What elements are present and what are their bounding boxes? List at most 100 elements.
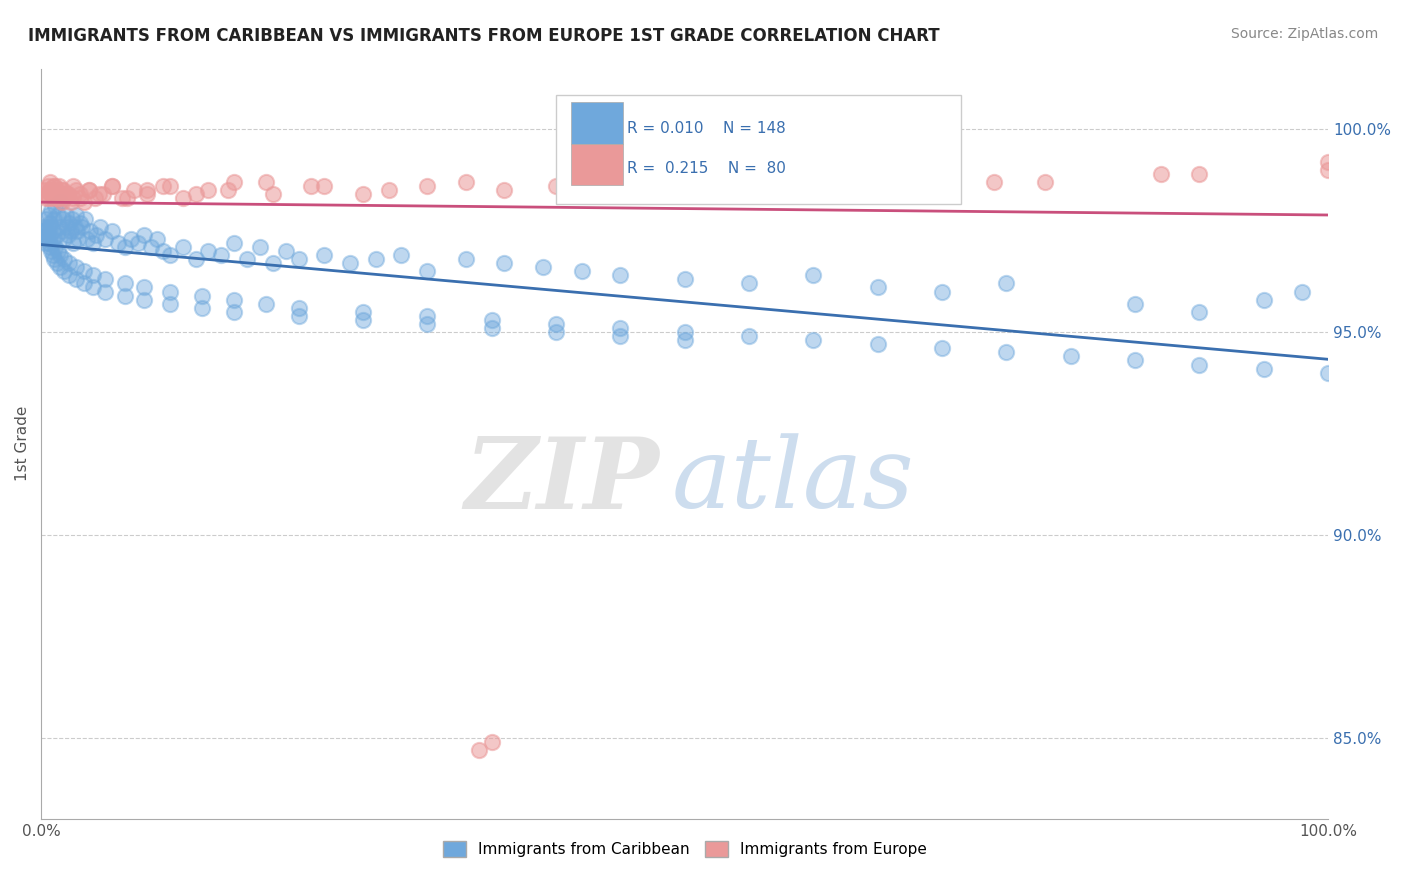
Point xyxy=(89,219,111,234)
Point xyxy=(314,248,336,262)
Point xyxy=(35,191,58,205)
Point xyxy=(114,240,136,254)
Point xyxy=(41,191,63,205)
Point xyxy=(52,183,75,197)
Point xyxy=(416,179,439,194)
Point xyxy=(191,301,214,315)
Point xyxy=(49,187,72,202)
Point xyxy=(44,199,66,213)
Point xyxy=(51,183,73,197)
Point xyxy=(391,248,413,262)
Point xyxy=(352,187,374,202)
Point xyxy=(1123,353,1146,368)
Point xyxy=(49,195,72,210)
Point xyxy=(135,183,157,197)
Point xyxy=(72,219,94,234)
Point xyxy=(146,232,169,246)
Point xyxy=(1317,366,1340,380)
Point xyxy=(87,187,110,202)
Point xyxy=(48,179,70,194)
Point xyxy=(66,224,89,238)
Point xyxy=(101,224,124,238)
Point xyxy=(69,187,91,202)
Y-axis label: 1st Grade: 1st Grade xyxy=(15,406,30,482)
Point xyxy=(45,227,67,242)
Point xyxy=(1188,358,1211,372)
Point xyxy=(1317,162,1340,177)
Point xyxy=(67,232,90,246)
Point xyxy=(58,216,80,230)
Point xyxy=(45,183,67,197)
Point xyxy=(94,232,117,246)
Point xyxy=(609,329,631,343)
Point xyxy=(35,227,58,242)
Point xyxy=(1123,296,1146,310)
Legend: Immigrants from Caribbean, Immigrants from Europe: Immigrants from Caribbean, Immigrants fr… xyxy=(436,836,932,863)
Point xyxy=(53,252,76,266)
Point xyxy=(114,288,136,302)
Point xyxy=(152,244,174,258)
Point xyxy=(224,305,246,319)
Point xyxy=(648,183,671,197)
Point xyxy=(41,224,63,238)
Point xyxy=(82,268,104,283)
Point xyxy=(34,224,56,238)
Point xyxy=(34,235,56,250)
Point xyxy=(416,309,439,323)
Point xyxy=(38,183,60,197)
Point xyxy=(39,216,62,230)
Point xyxy=(48,219,70,234)
Point xyxy=(32,219,55,234)
Point xyxy=(41,187,63,202)
Point xyxy=(172,240,194,254)
Point xyxy=(609,321,631,335)
Text: atlas: atlas xyxy=(672,434,914,529)
Point xyxy=(53,232,76,246)
Point xyxy=(56,219,79,234)
Point xyxy=(673,325,696,339)
Point xyxy=(184,252,207,266)
Point xyxy=(117,191,139,205)
Point xyxy=(152,179,174,194)
Point xyxy=(494,256,516,270)
Point xyxy=(111,191,134,205)
Point xyxy=(159,296,181,310)
Point xyxy=(41,232,63,246)
Point xyxy=(65,207,87,221)
Point xyxy=(801,268,824,283)
Point xyxy=(79,224,101,238)
Point xyxy=(249,240,271,254)
Point xyxy=(37,179,59,194)
Point xyxy=(76,232,98,246)
Point xyxy=(65,260,87,275)
Point xyxy=(454,175,477,189)
Point xyxy=(62,235,84,250)
Point xyxy=(46,207,69,221)
Point xyxy=(39,219,62,234)
Point xyxy=(416,317,439,331)
Point xyxy=(94,285,117,299)
Point xyxy=(673,272,696,286)
Point xyxy=(995,277,1018,291)
Point xyxy=(72,195,94,210)
Point xyxy=(94,272,117,286)
Point xyxy=(63,219,86,234)
Point xyxy=(42,252,65,266)
Point xyxy=(38,235,60,250)
Point xyxy=(35,211,58,226)
Point xyxy=(763,171,786,186)
Point xyxy=(132,293,155,307)
Point xyxy=(544,179,567,194)
Point xyxy=(416,264,439,278)
Point xyxy=(1188,305,1211,319)
Point xyxy=(364,252,387,266)
FancyBboxPatch shape xyxy=(571,103,623,144)
Point xyxy=(41,248,63,262)
Point xyxy=(287,252,309,266)
Point xyxy=(314,179,336,194)
Point xyxy=(377,183,399,197)
Point xyxy=(494,183,516,197)
Point xyxy=(107,235,129,250)
Point xyxy=(37,227,59,242)
Point xyxy=(1033,175,1056,189)
